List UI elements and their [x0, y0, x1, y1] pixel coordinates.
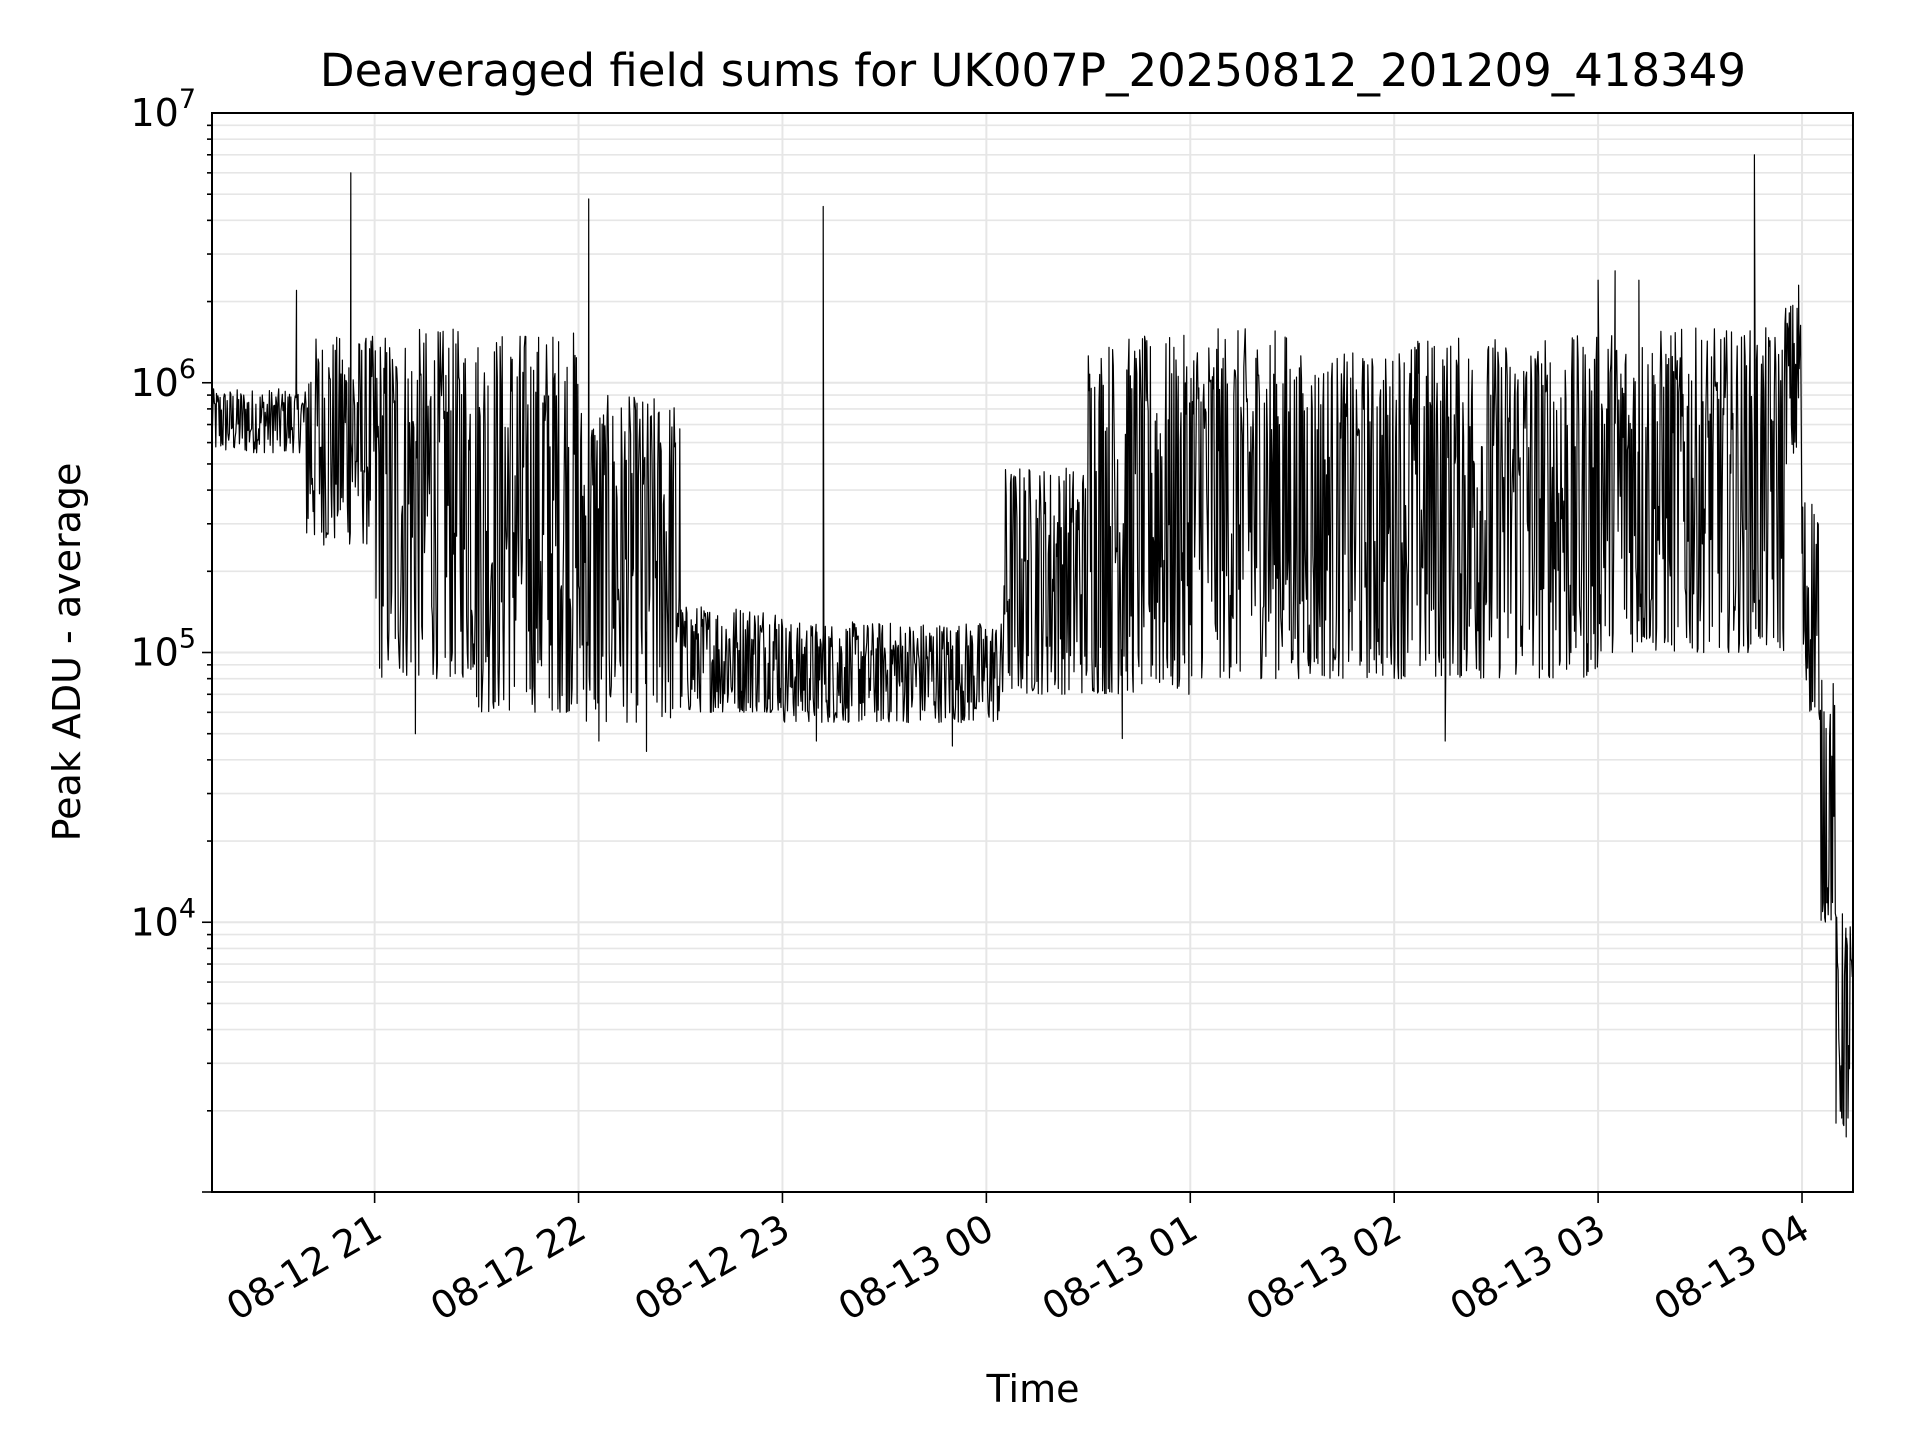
chart-title: Deaveraged field sums for UK007P_2025081… [320, 44, 1746, 97]
y-axis-label: Peak ADU - average [45, 463, 89, 842]
y-tick-label: 107 [130, 84, 196, 135]
y-axis-ticks: 104 105 106 107 [130, 84, 212, 1193]
y-tick-label: 104 [130, 893, 196, 944]
y-tick-label: 105 [130, 624, 196, 675]
x-axis-label: Time [986, 1367, 1080, 1411]
y-tick-label: 106 [130, 354, 196, 405]
data-series [210, 154, 1853, 1138]
series-line [210, 154, 1853, 1138]
